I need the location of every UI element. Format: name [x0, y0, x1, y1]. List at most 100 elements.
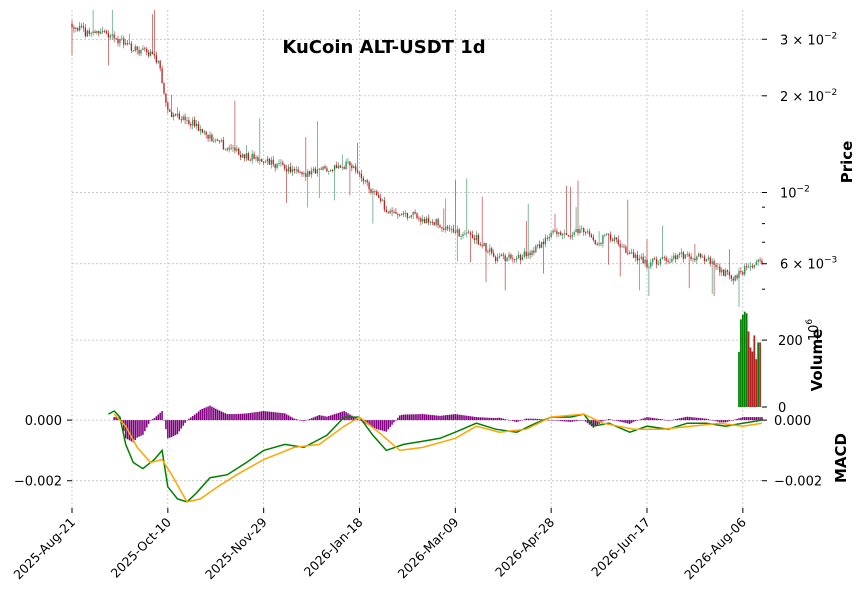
- price-candle: [174, 113, 177, 117]
- candle-body: [163, 83, 165, 94]
- macd-histogram-bar: [674, 419, 677, 421]
- price-candle: [657, 260, 660, 266]
- candle-body: [491, 248, 493, 254]
- candle-body: [540, 241, 543, 248]
- macd-histogram-bar: [604, 420, 606, 421]
- macd-histogram-bar: [469, 416, 472, 421]
- candle-body: [193, 119, 196, 127]
- candle-body: [755, 261, 757, 266]
- candle-body: [448, 228, 451, 230]
- price-candle: [508, 251, 510, 261]
- macd-histogram-bar: [209, 405, 211, 421]
- candle-body: [548, 237, 550, 239]
- price-candle: [458, 228, 460, 237]
- price-candle: [726, 269, 729, 276]
- candle-body: [538, 244, 541, 248]
- candle-body: [508, 254, 510, 258]
- candle-body: [688, 254, 690, 257]
- macd-histogram-bar: [686, 416, 689, 421]
- macd-histogram-bar: [203, 408, 206, 421]
- x-tick-label: 2026-Mar-09: [395, 514, 462, 581]
- macd-histogram-bar: [260, 411, 263, 421]
- price-candle: [176, 107, 179, 118]
- price-candle: [692, 257, 694, 263]
- price-candle: [753, 264, 756, 269]
- price-candle: [629, 250, 631, 255]
- macd-histogram-bar: [418, 414, 420, 421]
- macd-histogram-bar: [665, 420, 667, 421]
- price-candle: [261, 158, 263, 163]
- macd-histogram-bar: [176, 420, 179, 435]
- macd-histogram-bar: [759, 417, 761, 421]
- macd-histogram-bar: [328, 416, 330, 421]
- price-candle: [224, 148, 227, 151]
- candle-body: [167, 102, 169, 110]
- candle-body: [381, 200, 384, 202]
- price-candle: [471, 230, 474, 239]
- candle-body: [174, 114, 177, 116]
- volume-multiplier-label: 106: [805, 319, 822, 342]
- candle-body: [284, 164, 286, 169]
- price-candle: [632, 248, 635, 258]
- candle-body: [732, 278, 734, 281]
- price-candle: [678, 251, 681, 258]
- price-candle: [437, 217, 439, 229]
- price-candle: [383, 197, 386, 213]
- macd-histogram-bar: [310, 418, 313, 421]
- candle-body: [607, 233, 610, 235]
- price-candle: [259, 118, 261, 165]
- price-candle: [560, 230, 562, 236]
- candle-body: [460, 236, 462, 237]
- price-candle: [575, 207, 577, 233]
- macd-histogram-bar: [157, 414, 160, 421]
- macd-histogram-bar: [701, 418, 704, 421]
- price-candle: [73, 24, 75, 33]
- price-candle: [257, 155, 259, 164]
- price-candle: [318, 168, 320, 199]
- price-candle: [301, 171, 303, 177]
- macd-histogram-bar: [502, 418, 505, 421]
- macd-histogram-bar: [730, 420, 733, 421]
- macd-histogram-bar: [611, 419, 614, 421]
- macd-histogram-bar: [577, 420, 579, 421]
- price-candle: [483, 242, 485, 247]
- macd-histogram-bar: [471, 416, 474, 421]
- candle-body: [241, 154, 244, 158]
- macd-histogram-bar: [264, 411, 267, 421]
- candle-body: [144, 48, 146, 50]
- candle-body: [648, 266, 650, 268]
- price-candle: [86, 29, 89, 37]
- candle-body: [349, 161, 351, 166]
- candle-body: [675, 255, 677, 260]
- candle-body: [552, 230, 554, 233]
- macd-histogram-bar: [172, 420, 175, 437]
- candle-body: [630, 252, 633, 254]
- price-candle: [276, 162, 278, 170]
- macd-histogram-bar: [699, 418, 702, 421]
- macd-histogram-bar: [563, 420, 566, 422]
- candle-body: [278, 163, 280, 164]
- candle-body: [726, 270, 729, 272]
- macd-histogram-bar: [494, 418, 497, 421]
- price-candle: [650, 259, 652, 269]
- candle-body: [364, 180, 366, 182]
- candle-body: [96, 31, 98, 34]
- candle-body: [705, 258, 708, 262]
- macd-histogram-bar: [736, 418, 738, 421]
- macd-histogram-bar: [326, 416, 328, 421]
- volume-bar: [740, 319, 742, 407]
- price-tick-label: 3 × 10−2: [780, 31, 837, 48]
- price-candle: [634, 252, 637, 262]
- candle-body: [239, 154, 242, 158]
- x-tick-label: 2026-Aug-06: [681, 514, 749, 582]
- price-candle: [734, 274, 736, 282]
- volume-tick-label: 200: [778, 334, 803, 349]
- price-candle: [450, 225, 453, 234]
- macd-histogram-bar: [308, 418, 311, 421]
- macd-histogram-bar: [690, 417, 692, 421]
- macd-histogram-bar: [688, 416, 690, 421]
- x-tick-label: 2025-Aug-21: [10, 515, 78, 583]
- price-candle: [755, 259, 757, 266]
- price-candle: [481, 196, 483, 249]
